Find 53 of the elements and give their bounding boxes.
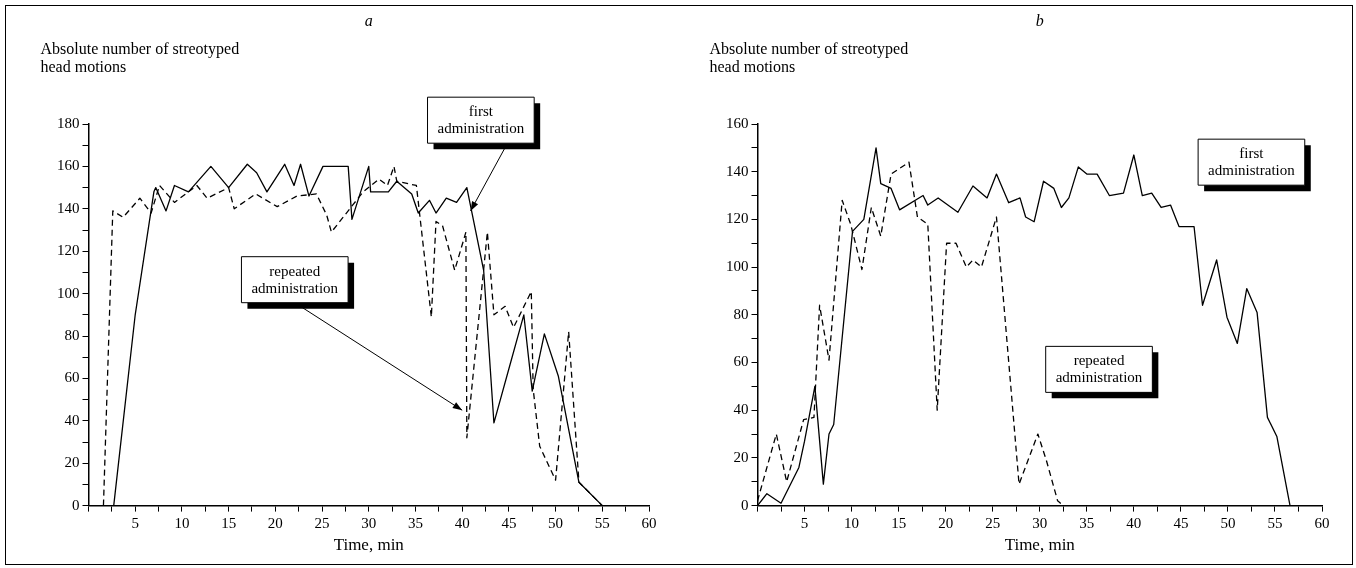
y-tick-label: 40 bbox=[733, 401, 749, 418]
x-tick-label: 15 bbox=[891, 514, 907, 531]
x-tick-label: 5 bbox=[131, 514, 139, 531]
x-tick-label: 35 bbox=[407, 514, 423, 531]
y-tick-label: 120 bbox=[726, 210, 749, 227]
chart-title: a bbox=[364, 12, 373, 29]
x-tick-label: 60 bbox=[641, 514, 657, 531]
y-tick-label: 0 bbox=[72, 496, 80, 513]
annotation: repeated administration bbox=[251, 262, 339, 296]
x-tick-label: 35 bbox=[1079, 514, 1095, 531]
y-tick-label: 100 bbox=[57, 284, 80, 301]
x-tick-label: 50 bbox=[548, 514, 564, 531]
y-tick-label: 40 bbox=[64, 411, 80, 428]
x-tick-label: 10 bbox=[844, 514, 860, 531]
y-tick-label: 140 bbox=[57, 199, 80, 216]
x-axis-title: Time, min bbox=[1004, 535, 1076, 555]
x-tick-label: 50 bbox=[1220, 514, 1236, 531]
y-tick-label: 20 bbox=[64, 454, 80, 471]
x-axis-title: Time, min bbox=[333, 535, 405, 555]
y-tick-label: 80 bbox=[733, 305, 749, 322]
x-tick-label: 55 bbox=[594, 514, 610, 531]
x-tick-label: 55 bbox=[1267, 514, 1283, 531]
x-tick-label: 30 bbox=[1032, 514, 1048, 531]
y-tick-label: 140 bbox=[726, 162, 749, 179]
annotation: repeated administration bbox=[1055, 352, 1143, 386]
x-tick-label: 45 bbox=[1173, 514, 1189, 531]
x-tick-label: 30 bbox=[361, 514, 377, 531]
y-tick-label: 80 bbox=[64, 326, 80, 343]
y-tick-label: 20 bbox=[733, 448, 749, 465]
chart-title: b bbox=[1035, 12, 1044, 29]
y-axis-title: Absolute number of streotyped head motions bbox=[709, 40, 909, 75]
x-tick-label: 60 bbox=[1314, 514, 1330, 531]
x-tick-label: 5 bbox=[800, 514, 809, 531]
x-tick-label: 25 bbox=[985, 514, 1001, 531]
x-tick-label: 25 bbox=[314, 514, 330, 531]
y-tick-label: 0 bbox=[741, 496, 749, 513]
y-tick-label: 180 bbox=[57, 114, 80, 131]
y-tick-label: 160 bbox=[57, 157, 80, 174]
y-axis-title: Absolute number of streotyped head motions bbox=[40, 40, 240, 75]
x-tick-label: 40 bbox=[1126, 514, 1142, 531]
x-tick-label: 10 bbox=[174, 514, 190, 531]
y-tick-label: 100 bbox=[726, 258, 749, 275]
y-tick-label: 60 bbox=[733, 353, 749, 370]
annotation: first administration bbox=[1208, 145, 1296, 179]
x-tick-label: 45 bbox=[501, 514, 517, 531]
y-tick-label: 120 bbox=[57, 242, 80, 259]
y-tick-label: 60 bbox=[64, 369, 80, 386]
x-tick-label: 40 bbox=[454, 514, 470, 531]
annotation: first administration bbox=[437, 103, 525, 137]
x-tick-label: 20 bbox=[267, 514, 283, 531]
x-tick-label: 15 bbox=[221, 514, 237, 531]
x-tick-label: 20 bbox=[938, 514, 954, 531]
y-tick-label: 160 bbox=[726, 114, 749, 131]
